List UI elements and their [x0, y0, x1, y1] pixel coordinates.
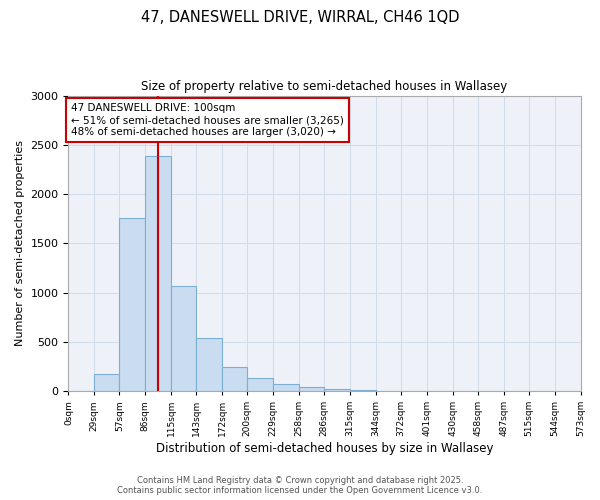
Bar [196, 338, 222, 391]
X-axis label: Distribution of semi-detached houses by size in Wallasey: Distribution of semi-detached houses by … [156, 442, 493, 455]
Bar [94, 374, 119, 391]
Bar [119, 218, 145, 391]
Text: Contains HM Land Registry data © Crown copyright and database right 2025.
Contai: Contains HM Land Registry data © Crown c… [118, 476, 482, 495]
Bar [350, 390, 376, 391]
Bar [324, 389, 350, 391]
Bar [222, 368, 247, 391]
Bar [145, 156, 171, 391]
Bar [247, 378, 273, 391]
Text: 47, DANESWELL DRIVE, WIRRAL, CH46 1QD: 47, DANESWELL DRIVE, WIRRAL, CH46 1QD [141, 10, 459, 25]
Title: Size of property relative to semi-detached houses in Wallasey: Size of property relative to semi-detach… [142, 80, 508, 93]
Y-axis label: Number of semi-detached properties: Number of semi-detached properties [15, 140, 25, 346]
Text: 47 DANESWELL DRIVE: 100sqm
← 51% of semi-detached houses are smaller (3,265)
48%: 47 DANESWELL DRIVE: 100sqm ← 51% of semi… [71, 104, 344, 136]
Bar [299, 387, 324, 391]
Bar [171, 286, 196, 391]
Bar [273, 384, 299, 391]
